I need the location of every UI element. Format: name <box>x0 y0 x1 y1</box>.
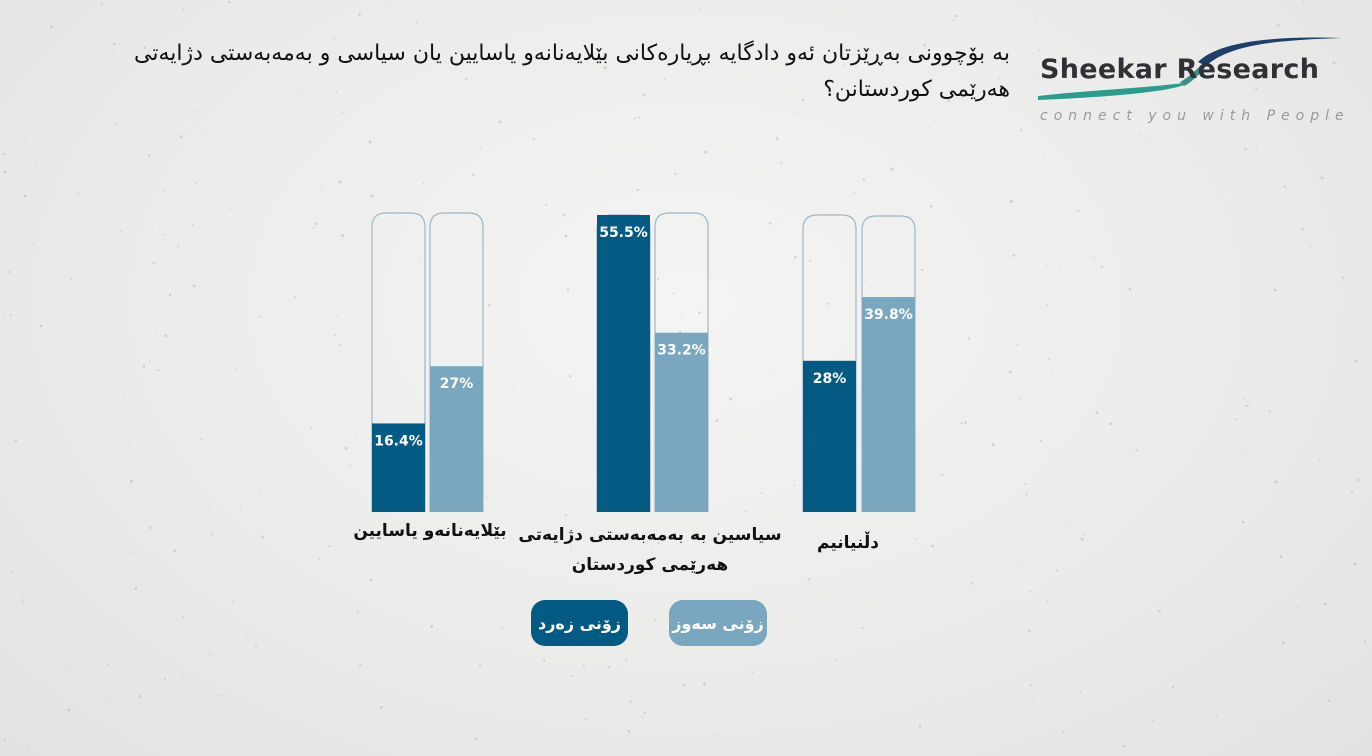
bar-outline-1-3 <box>802 214 857 512</box>
data-label-yellow-zone-3: 28% <box>813 371 847 387</box>
bar-yellow-zone-2 <box>597 215 650 512</box>
legend-item-green-zone: زۆنی سەوز <box>669 600 767 646</box>
bar-yellow-zone-1 <box>372 423 425 512</box>
data-label-yellow-zone-2: 55.5% <box>599 225 648 241</box>
page-title: به بۆچوونی بەڕێزتان ئەو دادگایە بڕیارەکا… <box>133 41 1010 102</box>
logo-tagline: connect you with People <box>1040 108 1350 124</box>
bar-green-zone-2 <box>655 332 708 512</box>
bar-green-zone-3 <box>862 297 915 512</box>
bar-green-zone-1 <box>430 366 483 512</box>
data-label-green-zone-2: 33.2% <box>657 343 706 359</box>
data-label-yellow-zone-1: 16.4% <box>374 433 423 449</box>
company-logo: Sheekar Research connect you with People <box>1030 30 1350 130</box>
category-label-1: بێلایەنانەو یاسایین <box>353 521 507 541</box>
data-label-green-zone-3: 39.8% <box>864 307 913 323</box>
legend-item-yellow-zone: زۆنی زەرد <box>531 600 628 646</box>
logo-name: Sheekar Research <box>1040 54 1320 85</box>
bar-outline-1-1 <box>371 212 426 512</box>
bar-outline-2-1 <box>429 212 484 512</box>
logo-swoosh-icon <box>1038 37 1342 100</box>
category-label-3: دڵنیانیم <box>816 533 880 553</box>
category-label-2: سیاسین بە بەمەبەستی دژایەتی هەرێمی کوردس… <box>518 525 782 575</box>
bar-outline-2-3 <box>861 215 916 512</box>
data-label-green-zone-1: 27% <box>440 376 474 392</box>
bar-yellow-zone-3 <box>803 360 856 512</box>
bar-outline-2-2 <box>654 212 709 512</box>
